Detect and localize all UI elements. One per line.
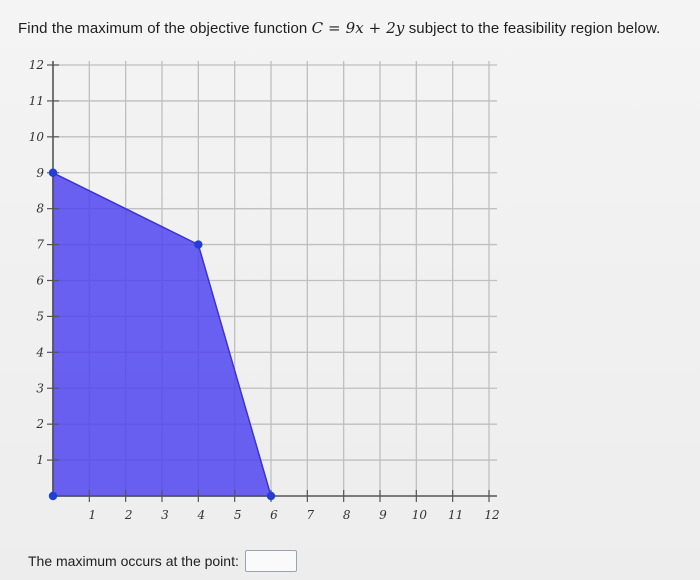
answer-label: The maximum occurs at the point: xyxy=(28,553,239,569)
y-tick-label: 10 xyxy=(29,130,45,144)
x-tick-label: 2 xyxy=(124,508,133,522)
vertex-layer xyxy=(48,168,276,501)
y-tick-label: 3 xyxy=(36,381,44,395)
y-tick-label: 11 xyxy=(29,94,44,108)
vertex-point xyxy=(194,240,203,249)
vertex-point xyxy=(48,168,58,177)
y-tick-label: 6 xyxy=(36,274,44,288)
x-tick-label: 5 xyxy=(234,508,242,522)
y-tick-label: 1 xyxy=(36,453,44,467)
x-tick-label: 6 xyxy=(270,508,278,522)
x-tick-label: 3 xyxy=(161,508,169,522)
question-prefix: Find the maximum of the objective functi… xyxy=(18,20,312,37)
vertex-point xyxy=(266,491,276,501)
answer-input[interactable] xyxy=(244,550,297,572)
y-tick-label: 12 xyxy=(29,58,44,72)
question-suffix: subject to the feasibility region below. xyxy=(404,20,661,37)
y-tick-label: 7 xyxy=(36,238,44,252)
x-tick-label: 12 xyxy=(484,508,499,522)
x-tick-label: 8 xyxy=(343,508,351,522)
vertex-point xyxy=(48,491,58,501)
x-tick-label: 4 xyxy=(197,508,206,522)
y-tick-label: 2 xyxy=(35,417,44,431)
y-tick-label: 9 xyxy=(36,166,44,180)
x-tick-label: 9 xyxy=(379,508,387,522)
x-tick-label: 7 xyxy=(307,508,315,522)
y-tick-label: 5 xyxy=(36,309,44,323)
x-tick-label: 1 xyxy=(89,508,97,522)
answer-row: The maximum occurs at the point: xyxy=(28,550,297,572)
x-tick-label: 10 xyxy=(412,508,428,522)
x-tick-label: 11 xyxy=(448,508,463,522)
y-tick-label: 4 xyxy=(35,345,44,359)
y-tick-label: 8 xyxy=(36,202,44,216)
objective-function: C = 9x + 2y xyxy=(311,19,405,37)
question-text: Find the maximum of the objective functi… xyxy=(18,19,660,37)
